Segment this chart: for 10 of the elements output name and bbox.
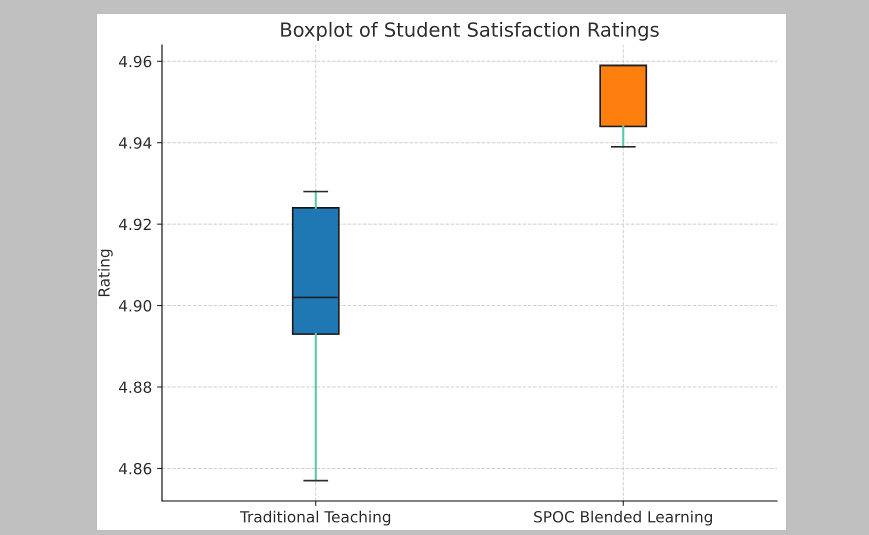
x-tick-label: SPOC Blended Learning <box>534 510 712 526</box>
y-tick-label: 4.90 <box>119 300 152 312</box>
y-tick-label: 4.88 <box>119 381 152 394</box>
y-tick-label: 4.92 <box>119 218 151 230</box>
y-tick-label: 4.86 <box>119 462 152 474</box>
y-tick-label: 4.94 <box>119 137 152 149</box>
y-tick-label: 4.96 <box>119 56 152 68</box>
y-axis-title: Rating <box>98 250 113 296</box>
chart-title: Boxplot of Student Satisfaction Ratings <box>281 22 659 41</box>
x-tick-label: Traditional Teaching <box>240 510 390 526</box>
